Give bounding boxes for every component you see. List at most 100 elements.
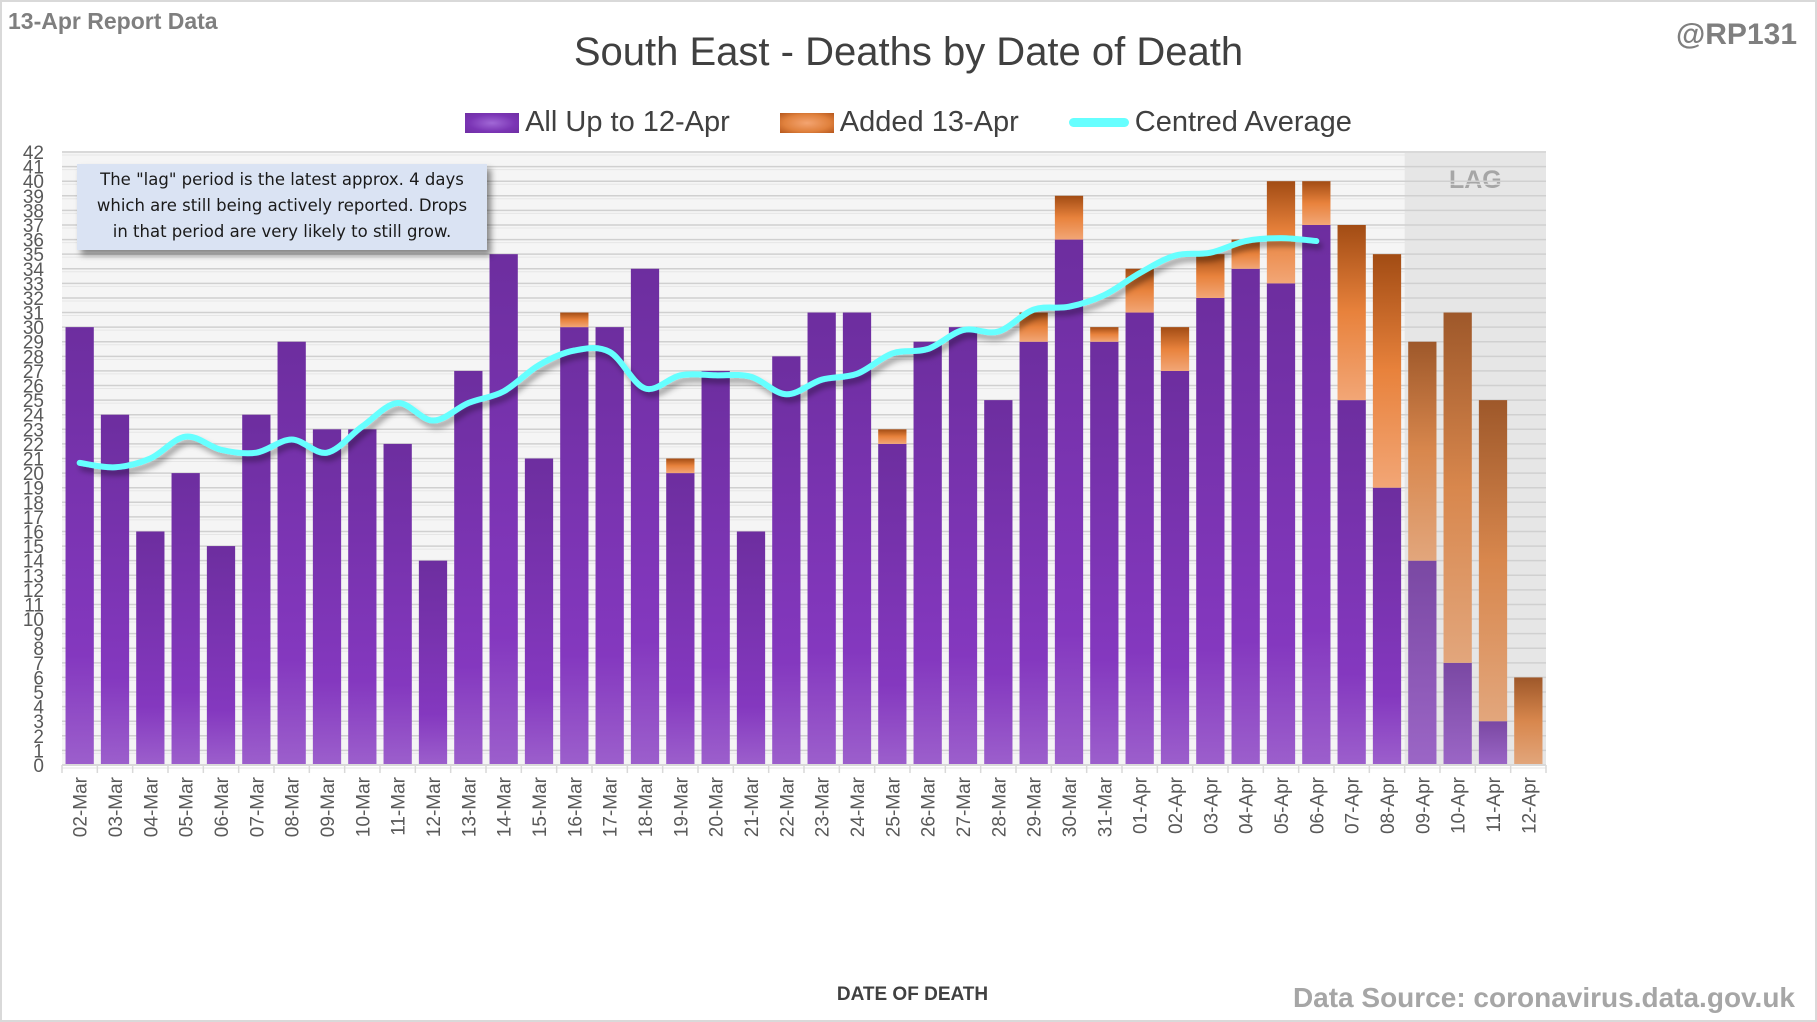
y-tick-label: 23	[23, 420, 44, 441]
y-tick-label: 25	[23, 391, 44, 412]
bar-all-up-to-12-apr	[206, 546, 236, 765]
y-tick-label: 41	[23, 158, 44, 179]
x-tick-label: 11-Apr	[1484, 776, 1505, 832]
y-tick-label: 20	[23, 464, 44, 485]
x-tick-label: 14-Mar	[495, 776, 516, 837]
lag-annotation-box: The "lag" period is the latest approx. 4…	[77, 164, 487, 250]
x-tick-label: 16-Mar	[565, 776, 586, 837]
annotation-line: The "lag" period is the latest approx. 4…	[100, 170, 464, 189]
bar-added-13-apr	[1408, 341, 1437, 561]
bar-all-up-to-12-apr	[630, 268, 660, 765]
y-tick-label: 7	[33, 654, 44, 675]
legend-label: Centred Average	[1134, 106, 1352, 138]
x-tick-label: 05-Apr	[1272, 776, 1293, 834]
x-tick-label: 08-Apr	[1378, 776, 1399, 834]
y-tick-label: 3	[33, 712, 44, 733]
bar-all-up-to-12-apr	[65, 327, 94, 765]
x-tick-label: 07-Apr	[1343, 776, 1364, 834]
x-tick-label: 26-Mar	[919, 776, 940, 837]
bar-all-up-to-12-apr	[1054, 239, 1084, 766]
y-tick-label: 30	[23, 318, 44, 339]
y-tick-label: 40	[23, 172, 44, 193]
bar-all-up-to-12-apr	[383, 443, 412, 765]
x-tick-label: 02-Apr	[1166, 776, 1187, 834]
x-tick-label: 17-Mar	[601, 776, 622, 837]
bar-all-up-to-12-apr	[1443, 662, 1472, 765]
centred-average-line	[76, 235, 1320, 471]
legend: All Up to 12-Apr Added 13-Apr Centred Av…	[0, 106, 1817, 139]
x-tick-label: 15-Mar	[530, 776, 551, 837]
bar-all-up-to-12-apr	[242, 414, 271, 765]
y-tick-label: 42	[23, 143, 44, 164]
bar-all-up-to-12-apr	[913, 341, 942, 765]
bar-all-up-to-12-apr	[878, 443, 907, 765]
bar-all-up-to-12-apr	[1160, 370, 1190, 765]
y-tick-label: 39	[23, 187, 44, 208]
gridlines	[62, 151, 1546, 769]
bar-added-13-apr	[1372, 254, 1402, 488]
bar-all-up-to-12-apr	[736, 531, 766, 765]
bar-all-up-to-12-apr	[171, 473, 200, 765]
x-tick-label: 25-Mar	[883, 776, 904, 837]
bar-added-13-apr	[1090, 327, 1119, 342]
centred-average-line-group	[76, 235, 1320, 471]
bar-added-13-apr	[1514, 677, 1543, 765]
y-tick-label: 11	[24, 595, 44, 616]
legend-label: Added 13-Apr	[839, 106, 1019, 138]
y-tick-label: 26	[23, 377, 44, 398]
x-tick-label: 20-Mar	[707, 776, 728, 837]
y-tick-label: 12	[23, 581, 44, 602]
y-tick-label: 24	[23, 406, 45, 427]
x-tick-label: 12-Apr	[1519, 776, 1540, 834]
bar-all-up-to-12-apr	[1090, 341, 1119, 765]
bar-all-up-to-12-apr	[842, 312, 872, 765]
legend-item-centred-average: Centred Average	[1068, 106, 1352, 139]
bar-all-up-to-12-apr	[1196, 297, 1225, 765]
bar-all-up-to-12-apr	[772, 356, 801, 765]
bar-all-up-to-12-apr	[1125, 312, 1154, 765]
y-tick-label: 15	[23, 537, 44, 558]
x-tick-label: 01-Apr	[1131, 776, 1152, 834]
bar-all-up-to-12-apr	[1337, 400, 1366, 765]
bar-added-13-apr	[1478, 400, 1508, 722]
x-tick-label: 27-Mar	[954, 776, 975, 837]
bar-added-13-apr	[666, 458, 695, 474]
bar-all-up-to-12-apr	[1372, 487, 1402, 765]
x-tick-label: 30-Mar	[1060, 776, 1081, 837]
x-axis: 02-Mar 03-Mar 04-Mar 05-Mar 06-Mar 07-Mar 08-M…	[61, 764, 1547, 837]
y-tick-label: 6	[33, 668, 44, 689]
data-source: Data Source: coronavirus.data.gov.uk	[1292, 982, 1795, 1013]
x-tick-label: 07-Mar	[247, 776, 268, 837]
y-tick-label: 8	[33, 639, 44, 660]
y-tick-label: 9	[33, 625, 44, 646]
legend-swatch-line	[1068, 118, 1129, 127]
legend-label: All Up to 12-Apr	[525, 106, 730, 138]
author-handle: @RP131	[1676, 18, 1797, 51]
y-tick-label: 13	[23, 566, 44, 587]
bar-all-up-to-12-apr	[418, 560, 448, 765]
x-tick-label: 12-Mar	[424, 776, 445, 837]
y-tick-label: 14	[23, 552, 45, 573]
y-tick-label: 37	[23, 216, 44, 237]
y-tick-label: 1	[33, 741, 44, 762]
y-tick-label: 2	[33, 727, 44, 748]
x-tick-label: 13-Mar	[459, 776, 480, 837]
bar-all-up-to-12-apr	[348, 429, 377, 765]
y-tick-label: 32	[23, 289, 44, 310]
bar-added-13-apr	[1266, 181, 1296, 284]
x-tick-label: 06-Apr	[1307, 776, 1328, 834]
bar-added-13-apr	[1443, 312, 1472, 663]
x-tick-label: 18-Mar	[636, 776, 657, 837]
x-tick-label: 21-Mar	[742, 776, 763, 837]
bar-all-up-to-12-apr	[948, 327, 978, 765]
x-tick-label: 04-Mar	[141, 776, 162, 837]
y-axis: 0123456789101112131415161718192021222324…	[23, 143, 45, 777]
bar-all-up-to-12-apr	[1266, 283, 1296, 765]
bar-all-up-to-12-apr	[136, 531, 165, 765]
bar-all-up-to-12-apr	[1231, 268, 1260, 765]
y-tick-label: 4	[33, 698, 44, 719]
x-tick-label: 05-Mar	[177, 776, 198, 837]
x-tick-label: 06-Mar	[212, 776, 233, 837]
bar-added-13-apr	[1196, 254, 1225, 298]
